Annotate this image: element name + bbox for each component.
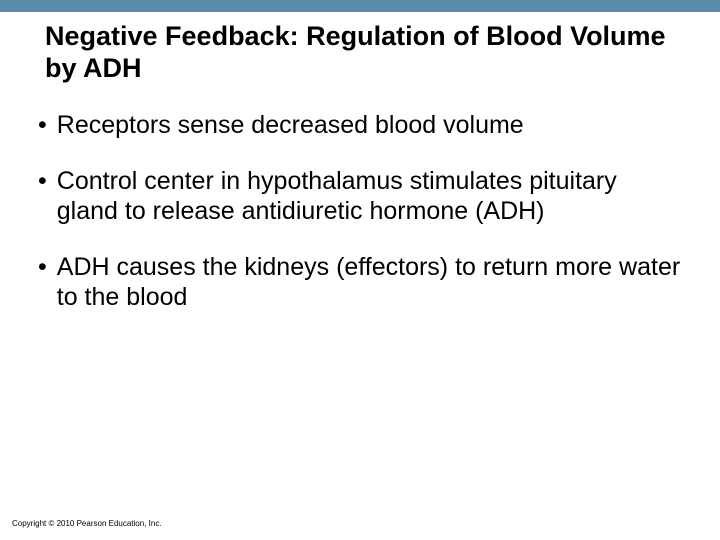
bullet-marker: • bbox=[38, 110, 47, 140]
bullet-text: ADH causes the kidneys (effectors) to re… bbox=[57, 252, 682, 312]
bullet-text: Receptors sense decreased blood volume bbox=[57, 110, 682, 140]
bullet-text: Control center in hypothalamus stimulate… bbox=[57, 166, 682, 226]
header-bar bbox=[0, 0, 720, 12]
bullet-item: • Receptors sense decreased blood volume bbox=[38, 110, 682, 140]
bullet-item: • Control center in hypothalamus stimula… bbox=[38, 166, 682, 226]
bullet-marker: • bbox=[38, 252, 47, 312]
slide-title: Negative Feedback: Regulation of Blood V… bbox=[45, 20, 675, 85]
bullet-marker: • bbox=[38, 166, 47, 226]
slide-content: • Receptors sense decreased blood volume… bbox=[38, 110, 682, 338]
copyright-text: Copyright © 2010 Pearson Education, Inc. bbox=[12, 519, 162, 528]
bullet-item: • ADH causes the kidneys (effectors) to … bbox=[38, 252, 682, 312]
